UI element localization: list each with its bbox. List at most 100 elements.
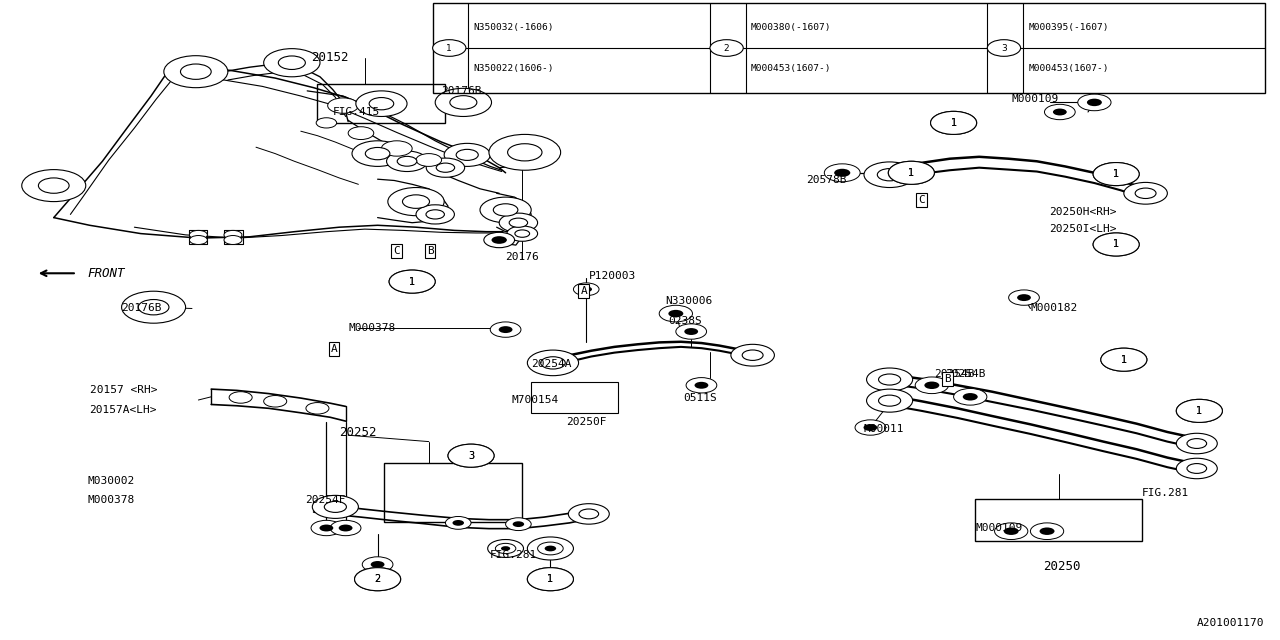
Circle shape xyxy=(224,236,242,244)
Text: 20157 <RH>: 20157 <RH> xyxy=(90,385,157,396)
Text: 1: 1 xyxy=(548,574,553,584)
Circle shape xyxy=(835,169,850,177)
Text: FIG.281: FIG.281 xyxy=(490,550,538,560)
Text: 20176: 20176 xyxy=(506,252,539,262)
Circle shape xyxy=(1176,399,1222,422)
Circle shape xyxy=(824,164,860,182)
Text: FIG.415: FIG.415 xyxy=(333,107,380,117)
Text: 1: 1 xyxy=(951,118,956,128)
Text: 0238S: 0238S xyxy=(668,316,701,326)
Text: 1: 1 xyxy=(909,168,914,178)
Circle shape xyxy=(402,195,430,209)
Circle shape xyxy=(445,516,471,529)
Circle shape xyxy=(931,111,977,134)
Text: 2: 2 xyxy=(375,574,380,584)
Text: P120003: P120003 xyxy=(589,271,636,282)
Text: M000395(-1607): M000395(-1607) xyxy=(1028,23,1108,32)
Text: 2: 2 xyxy=(723,44,730,52)
Bar xyxy=(433,3,1265,93)
Circle shape xyxy=(397,156,417,166)
Circle shape xyxy=(915,377,948,394)
Circle shape xyxy=(540,356,566,369)
Text: N330006: N330006 xyxy=(666,296,713,306)
Circle shape xyxy=(931,111,977,134)
Circle shape xyxy=(355,568,401,591)
Circle shape xyxy=(506,518,531,531)
Circle shape xyxy=(484,232,515,248)
Circle shape xyxy=(433,40,466,56)
Circle shape xyxy=(686,378,717,393)
Circle shape xyxy=(1093,233,1139,256)
Circle shape xyxy=(855,420,886,435)
Circle shape xyxy=(22,170,86,202)
Circle shape xyxy=(320,525,333,531)
Circle shape xyxy=(435,88,492,116)
Circle shape xyxy=(389,270,435,293)
Circle shape xyxy=(306,403,329,414)
Circle shape xyxy=(659,305,692,322)
Circle shape xyxy=(416,154,442,166)
Text: 20254F: 20254F xyxy=(305,495,346,506)
Circle shape xyxy=(527,350,579,376)
Text: C: C xyxy=(393,246,401,256)
Circle shape xyxy=(339,525,352,531)
Text: 1: 1 xyxy=(410,276,415,287)
Circle shape xyxy=(456,149,479,161)
Circle shape xyxy=(924,381,940,389)
Text: M000378: M000378 xyxy=(87,495,134,506)
Circle shape xyxy=(388,188,444,216)
Circle shape xyxy=(877,168,902,181)
Circle shape xyxy=(695,382,708,388)
Circle shape xyxy=(987,40,1020,56)
Circle shape xyxy=(324,501,347,513)
Text: B: B xyxy=(943,374,951,384)
Text: 20176B: 20176B xyxy=(442,86,483,96)
Text: FRONT: FRONT xyxy=(87,267,124,280)
Circle shape xyxy=(180,64,211,79)
Circle shape xyxy=(224,230,242,239)
Circle shape xyxy=(352,141,403,166)
Circle shape xyxy=(311,520,342,536)
Circle shape xyxy=(1093,163,1139,186)
Circle shape xyxy=(1101,348,1147,371)
Circle shape xyxy=(229,392,252,403)
Circle shape xyxy=(742,350,763,360)
Text: 0511S: 0511S xyxy=(684,393,717,403)
Circle shape xyxy=(1124,182,1167,204)
Circle shape xyxy=(1135,188,1156,198)
Circle shape xyxy=(685,328,698,335)
Circle shape xyxy=(538,542,563,555)
Text: 20250: 20250 xyxy=(1043,560,1080,573)
Text: 1: 1 xyxy=(951,118,956,128)
Circle shape xyxy=(189,236,207,244)
Circle shape xyxy=(495,543,516,554)
Circle shape xyxy=(499,326,512,333)
Circle shape xyxy=(545,545,556,552)
Circle shape xyxy=(369,97,394,110)
Circle shape xyxy=(888,161,934,184)
Text: A: A xyxy=(580,286,588,296)
Circle shape xyxy=(355,568,401,591)
Circle shape xyxy=(581,287,591,292)
Circle shape xyxy=(579,509,599,519)
Circle shape xyxy=(416,205,454,224)
Circle shape xyxy=(509,218,527,227)
Text: 1: 1 xyxy=(1197,406,1202,416)
Circle shape xyxy=(1053,109,1066,115)
Circle shape xyxy=(539,543,562,554)
Circle shape xyxy=(316,118,337,128)
Circle shape xyxy=(568,504,609,524)
Circle shape xyxy=(527,568,573,591)
Text: M000182: M000182 xyxy=(1030,303,1078,314)
Text: 1: 1 xyxy=(909,168,914,178)
Circle shape xyxy=(348,127,374,140)
Text: 1: 1 xyxy=(447,44,452,52)
Text: 1: 1 xyxy=(1121,355,1126,365)
Text: 1: 1 xyxy=(548,574,553,584)
Text: M000453(1607-): M000453(1607-) xyxy=(1028,64,1108,73)
Text: 20254B: 20254B xyxy=(934,369,975,380)
Circle shape xyxy=(1044,104,1075,120)
Text: FIG.281: FIG.281 xyxy=(1142,488,1189,498)
Circle shape xyxy=(878,395,901,406)
Text: 1: 1 xyxy=(1197,406,1202,416)
